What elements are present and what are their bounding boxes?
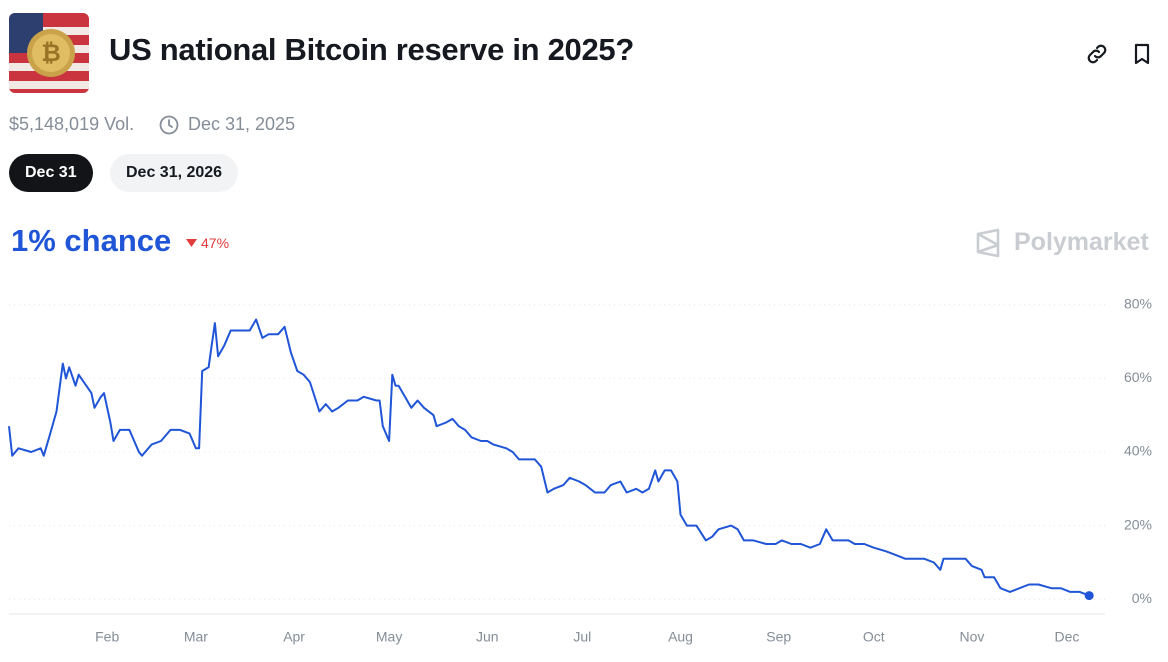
chance: 1% chance: [11, 223, 172, 258]
clock-icon: [159, 115, 179, 135]
chart: 0% 20% 40% 60% 80% Feb Mar Apr May Jun Jul Aug Sep Oc…: [8, 295, 1152, 645]
date-tab[interactable]: Dec 31: [9, 154, 93, 192]
date-tab[interactable]: Dec 31, 2026: [110, 154, 239, 192]
price-line: [8, 318, 1090, 597]
y-tick-label: 60%: [1124, 369, 1152, 385]
y-tick-label: 0%: [1132, 590, 1152, 606]
x-tick-label: Aug: [668, 629, 693, 645]
x-tick-label: Mar: [184, 629, 208, 645]
y-tick-label: 40%: [1124, 443, 1152, 459]
y-tick-label: 20%: [1124, 516, 1152, 532]
x-tick-label: Jun: [476, 629, 499, 645]
x-tick-label: May: [376, 629, 402, 645]
bookmark-button[interactable]: [1131, 42, 1153, 66]
last-point: [1084, 591, 1094, 601]
link-button[interactable]: [1085, 42, 1109, 66]
change: 47%: [201, 235, 230, 251]
market-image: ₿: [9, 13, 89, 93]
svg-text:₿: ₿: [41, 40, 61, 67]
down-icon: [186, 239, 197, 247]
x-tick-label: Apr: [283, 629, 305, 645]
x-tick-label: Oct: [863, 629, 885, 645]
brand: Polymarket: [1014, 228, 1149, 256]
end-date: Dec 31, 2025: [188, 114, 296, 134]
x-tick-label: Feb: [95, 629, 119, 645]
x-tick-label: Dec: [1055, 629, 1080, 645]
x-tick-label: Jul: [573, 629, 591, 645]
brand-logo: [976, 228, 1000, 258]
market-title: US national Bitcoin reserve in 2025?: [109, 32, 634, 67]
x-tick-label: Nov: [960, 629, 985, 645]
y-tick-label: 80%: [1124, 295, 1152, 311]
volume: $5,148,019 Vol.: [9, 114, 135, 134]
x-tick-label: Sep: [766, 629, 791, 645]
